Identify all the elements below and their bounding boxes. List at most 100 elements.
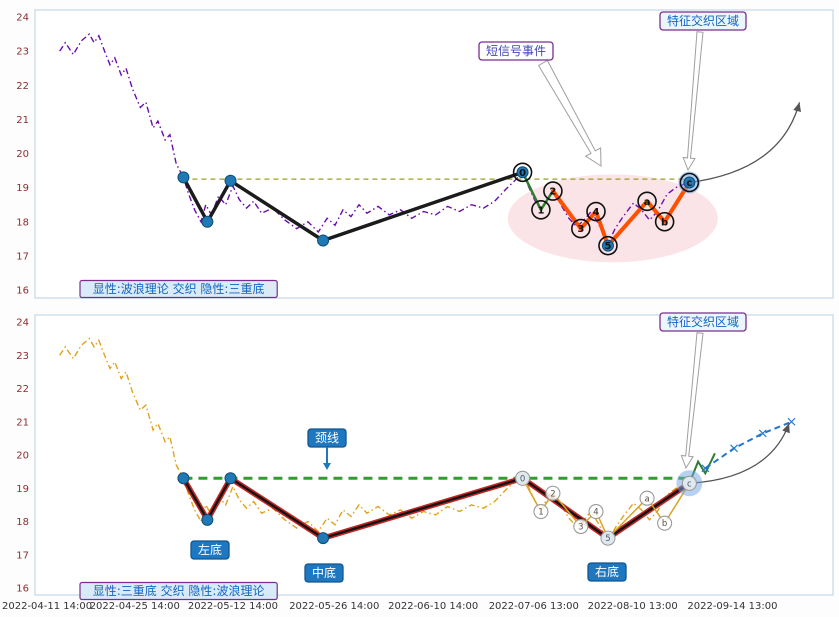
x-tick-label: 2022-09-14 13:00 <box>687 601 777 612</box>
wave-marker-label-3: 3 <box>577 224 584 235</box>
wave-marker-circle-a <box>639 490 655 506</box>
y-tick-label: 18 <box>16 517 29 528</box>
panel-caption-box <box>79 581 278 601</box>
pivot-dot-1 <box>201 215 214 228</box>
wave-marker-label-3: 3 <box>578 523 583 533</box>
x-tick-label: 2022-04-25 14:00 <box>90 601 180 612</box>
wave-marker-label-2: 2 <box>550 489 555 499</box>
bottom-label-badge-2-text: 右底 <box>595 564 619 579</box>
annotation-arrow-0 <box>680 332 704 470</box>
target-curve-arrow-head <box>793 102 802 113</box>
y-tick-label: 20 <box>16 149 29 160</box>
wave-marker-label-4: 4 <box>593 508 598 518</box>
wave-marker-circle-0 <box>512 162 533 183</box>
feature-zone-badge-box <box>659 11 747 31</box>
x-tick-label: 2022-06-10 14:00 <box>388 601 478 612</box>
pivot-dot-2 <box>224 174 237 187</box>
pivot-dot-6 <box>683 176 696 189</box>
annotation-arrow-1 <box>537 59 602 167</box>
y-tick-label: 22 <box>16 81 29 92</box>
y-tick-label: 24 <box>16 13 29 24</box>
wave-theory-panel-plot-area <box>34 9 834 299</box>
wave-marker-circle-c <box>679 172 700 193</box>
y-tick-label: 16 <box>16 584 29 595</box>
y-tick-label: 21 <box>16 417 29 428</box>
pivot-dot-3 <box>317 234 330 247</box>
pivot-dot-0 <box>177 171 190 184</box>
pivot-dot-5 <box>601 239 614 252</box>
wave-marker-label-1: 1 <box>537 205 544 216</box>
bottom-label-badge-0-box <box>190 540 230 560</box>
y-tick-label: 23 <box>16 351 29 362</box>
bottom-label-badge-1-box <box>304 563 344 583</box>
pivot-dot-4 <box>516 166 529 179</box>
annotation-arrow-0 <box>682 31 704 172</box>
projection-marker-0 <box>701 464 710 473</box>
feature-zone-badge-box <box>659 312 747 332</box>
wave-marker-label-0: 0 <box>520 474 525 484</box>
y-tick-label: 17 <box>16 251 29 262</box>
wave-marker-circle-0 <box>515 470 531 486</box>
wave-marker-label-1: 1 <box>538 508 543 518</box>
pivot-dot-1 <box>201 513 214 526</box>
wave-marker-label-c: c <box>686 178 692 189</box>
pivot-dot-2 <box>224 472 237 485</box>
y-tick-label: 20 <box>16 451 29 462</box>
projection-marker-1 <box>730 444 738 453</box>
feature-zone-badge-text: 特征交织区域 <box>667 314 739 329</box>
x-tick-label: 2022-05-12 14:00 <box>188 601 278 612</box>
wave-marker-circle-5 <box>598 235 618 256</box>
neckline-pointer-head <box>323 463 331 470</box>
short-signal-badge-text: 短信号事件 <box>486 44 546 58</box>
wave-marker-circle-4 <box>588 503 604 520</box>
wave-marker-circle-1 <box>533 503 549 520</box>
wave-marker-circle-3 <box>573 518 589 535</box>
short-signal-badge-box <box>478 41 554 61</box>
wave-marker-label-2: 2 <box>549 187 556 198</box>
target-curve-arrow <box>689 423 790 484</box>
panel-caption-text: 显性:三重底 交织 隐性:波浪理论 <box>93 583 265 598</box>
projection-marker-2 <box>758 429 767 438</box>
wave-marker-label-a: a <box>644 197 651 208</box>
wave-marker-circle-3 <box>571 218 591 239</box>
wave-marker-circle-c <box>681 475 697 491</box>
y-tick-label: 21 <box>16 115 29 126</box>
wave-marker-circle-1 <box>531 200 551 220</box>
wave-marker-label-5: 5 <box>604 241 611 252</box>
x-tick-label: 2022-07-06 13:00 <box>489 601 579 612</box>
wave-marker-circle-4 <box>586 201 606 222</box>
y-tick-label: 22 <box>16 384 29 395</box>
wave-marker-label-0: 0 <box>519 168 526 179</box>
y-tick-label: 19 <box>16 183 29 194</box>
price-line <box>59 33 690 246</box>
neckline-badge-text: 颈线 <box>315 431 339 445</box>
pivot-dot-0 <box>177 472 190 485</box>
wave-marker-circle-a <box>637 191 657 212</box>
wave-marker-label-c: c <box>687 479 692 489</box>
wave-marker-circle-b <box>657 515 673 531</box>
wave-marker-label-4: 4 <box>593 207 600 218</box>
target-curve-arrow-head <box>782 423 790 434</box>
y-tick-label: 19 <box>16 484 29 495</box>
pivot-dot-3 <box>317 532 330 545</box>
wave-marker-label-b: b <box>661 217 668 228</box>
y-tick-label: 17 <box>16 550 29 561</box>
wave-marker-label-a: a <box>644 494 649 504</box>
bottom-label-badge-2-box <box>587 562 627 582</box>
bottom-label-badge-1-text: 中底 <box>312 565 336 580</box>
x-tick-label: 2022-08-10 13:00 <box>588 601 678 612</box>
x-tick-label: 2022-04-11 14:00 <box>2 601 92 612</box>
wave-marker-circle-2 <box>543 181 563 201</box>
wave-marker-label-b: b <box>662 519 667 529</box>
x-tick-label: 2022-05-26 14:00 <box>289 601 379 612</box>
panel-caption-text: 显性:波浪理论 交织 隐性:三重底 <box>93 281 265 296</box>
y-tick-label: 18 <box>16 217 29 228</box>
wave-marker-circle-5 <box>600 530 616 546</box>
wave-segment-0 <box>521 171 555 212</box>
feature-zone-badge-text: 特征交织区域 <box>667 13 739 28</box>
y-tick-label: 24 <box>16 318 29 329</box>
